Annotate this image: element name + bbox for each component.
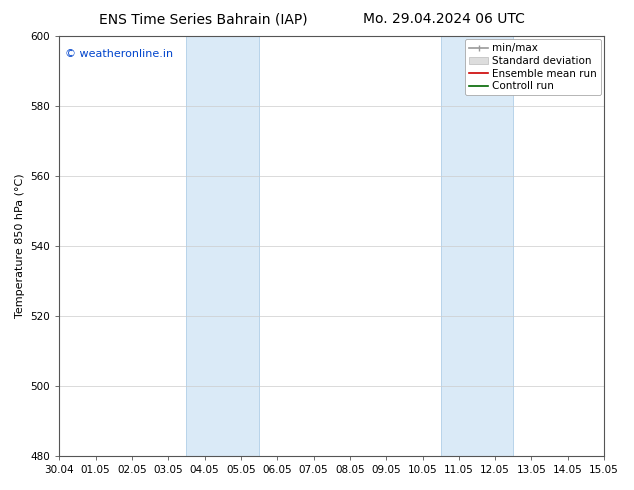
Bar	[186, 36, 259, 456]
Y-axis label: Temperature 850 hPa (°C): Temperature 850 hPa (°C)	[15, 174, 25, 318]
Bar	[441, 36, 514, 456]
Text: © weatheronline.in: © weatheronline.in	[65, 49, 173, 59]
Text: Mo. 29.04.2024 06 UTC: Mo. 29.04.2024 06 UTC	[363, 12, 525, 26]
Text: ENS Time Series Bahrain (IAP): ENS Time Series Bahrain (IAP)	[98, 12, 307, 26]
Legend: min/max, Standard deviation, Ensemble mean run, Controll run: min/max, Standard deviation, Ensemble me…	[465, 39, 601, 96]
